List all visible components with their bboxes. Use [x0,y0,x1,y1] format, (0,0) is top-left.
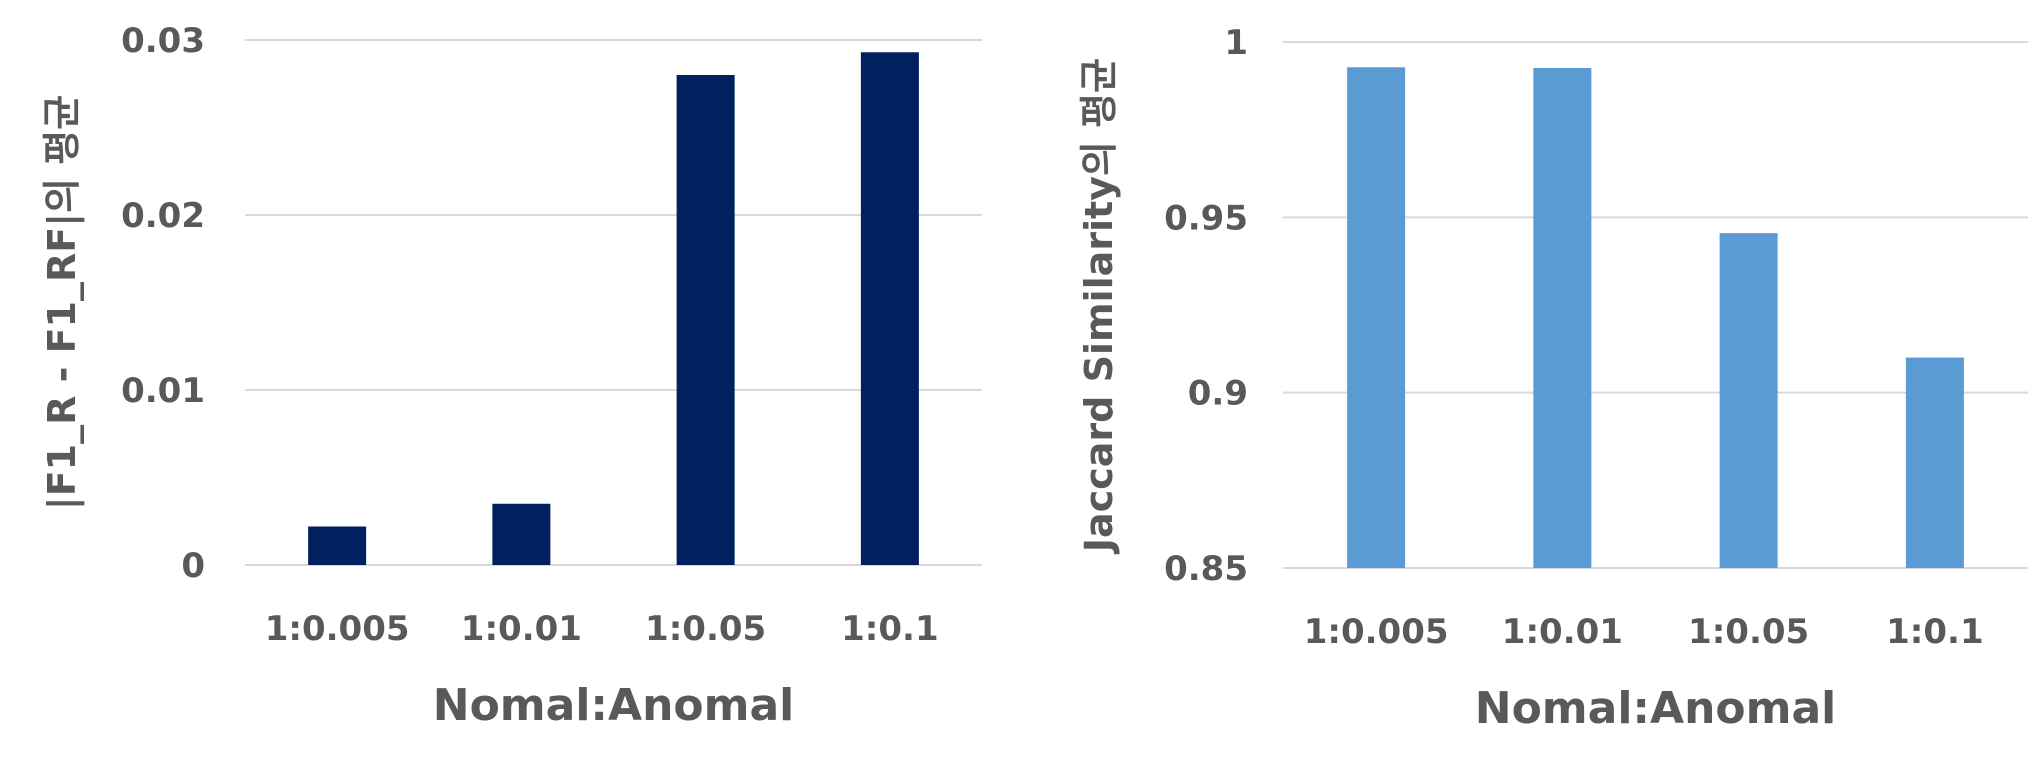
bar-2-1:0.005 [1347,67,1406,569]
y-tick-label-2-2: 0.95 [1164,198,1248,238]
x-axis-label-1: Nomal:Anomal [433,680,795,731]
y-tick-label-1-1: 0.01 [121,371,205,411]
x-tick-label-2-1: 1:0.01 [1502,612,1623,652]
x-tick-label-2-2: 1:0.05 [1688,612,1809,652]
bar-1-1:0.01 [492,503,551,565]
y-axis-label-1: |F1_R - F1_RF|의 평균 [40,95,85,510]
bar-2-1:0.01 [1533,67,1592,568]
x-tick-label-1-3: 1:0.1 [841,609,938,649]
y-tick-label-2-3: 1 [1224,23,1248,63]
y-tick-label-1-0: 0 [181,546,205,586]
x-tick-label-2-0: 1:0.005 [1304,612,1449,652]
x-axis-label-2: Nomal:Anomal [1475,683,1837,734]
x-tick-label-1-1: 1:0.01 [461,609,582,649]
y-tick-label-2-1: 0.9 [1188,374,1248,414]
bar-2-1:0.1 [1905,357,1964,568]
x-tick-label-1-0: 1:0.005 [265,609,410,649]
y-tick-label-1-3: 0.03 [121,21,205,61]
y-tick-label-1-2: 0.02 [121,196,205,236]
bar-1-1:0.05 [676,75,735,565]
bar-2-1:0.05 [1719,233,1778,568]
y-tick-label-2-0: 0.85 [1164,549,1248,589]
x-tick-label-2-3: 1:0.1 [1886,612,1983,652]
bar-1-1:0.1 [860,52,919,565]
bar-1-1:0.005 [308,526,367,565]
y-axis-label-2: Jaccard Similarity의 평균 [1077,58,1121,555]
x-tick-label-1-2: 1:0.05 [645,609,766,649]
